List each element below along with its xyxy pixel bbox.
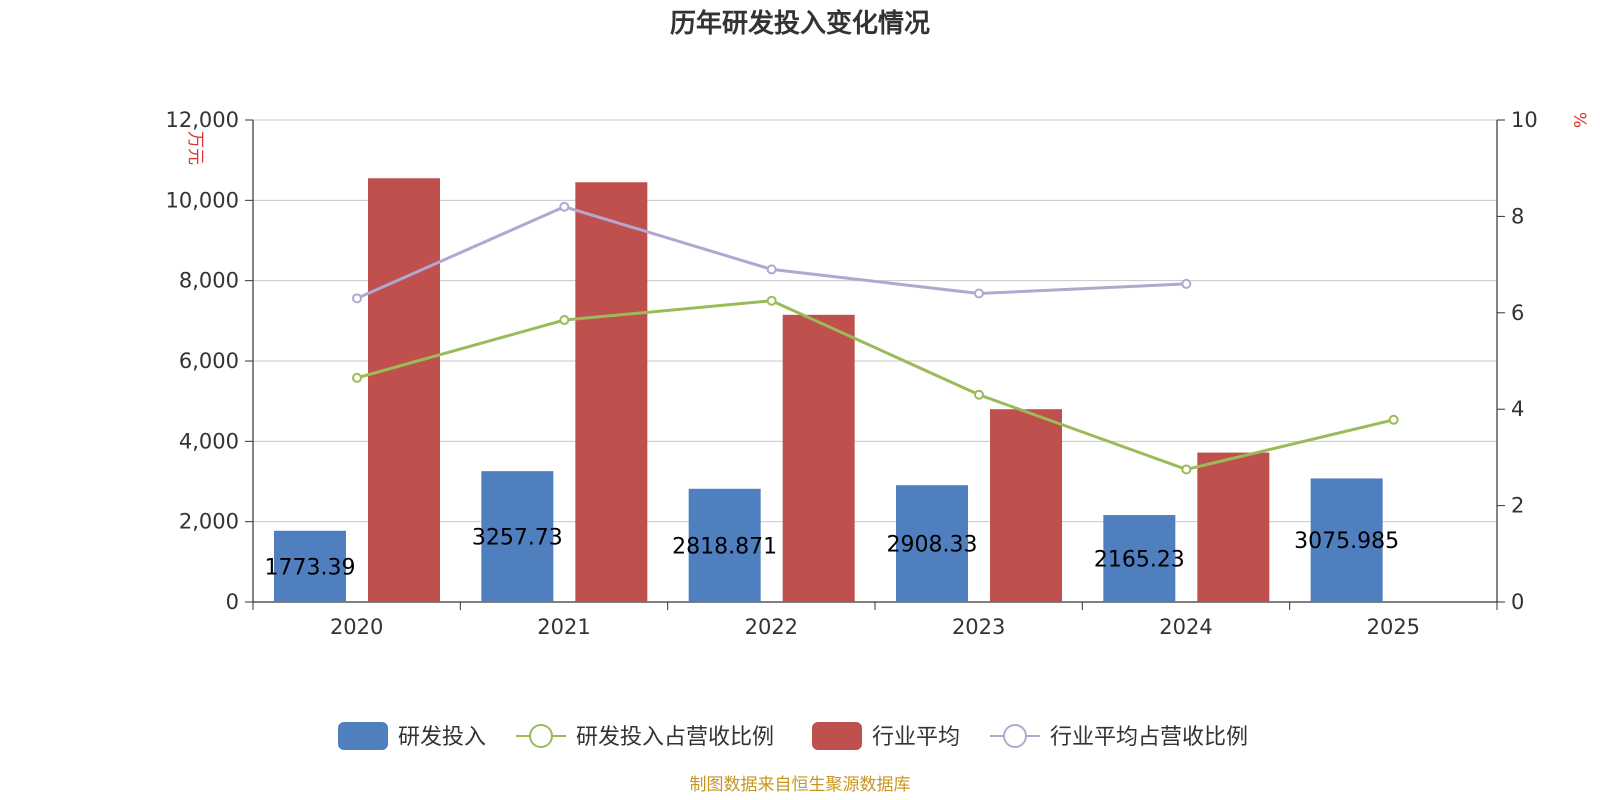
bars xyxy=(274,178,1383,602)
legend-label: 研发投入 xyxy=(398,725,486,750)
legend-item-行业平均占营收比例[interactable]: 行业平均占营收比例 xyxy=(990,724,1248,750)
point-研发投入占营收比例 xyxy=(974,389,984,400)
point-行业平均占营收比例 xyxy=(352,293,362,304)
data-label: 3257.73 xyxy=(472,526,563,551)
legend-item-研发投入[interactable]: 研发投入 xyxy=(338,722,486,750)
point-行业平均占营收比例 xyxy=(766,264,777,275)
left-axis-tick-label: 12,000 xyxy=(166,108,239,132)
x-axis-tick-label: 2021 xyxy=(537,615,590,639)
bar-研发投入-2023 xyxy=(896,485,968,602)
source-note: 制图数据来自恒生聚源数据库 xyxy=(690,775,911,795)
line-行业平均占营收比例 xyxy=(356,205,1187,300)
data-labels: 1773.39 3257.73 2818.871 2908.33 2165.23 3075… xyxy=(265,526,1400,581)
data-label: 3075.985 xyxy=(1294,529,1399,554)
bar-研发投入-2025 xyxy=(1310,478,1383,602)
right-axis-tick-label: 6 xyxy=(1511,301,1524,325)
legend-item-行业平均[interactable]: 行业平均 xyxy=(812,722,960,750)
point-研发投入占营收比例 xyxy=(352,372,362,383)
legend-label: 行业平均占营收比例 xyxy=(1050,725,1248,750)
left-axis-unit: 万元 xyxy=(185,131,205,165)
point-研发投入占营收比例 xyxy=(766,295,777,306)
point-研发投入占营收比例 xyxy=(1388,414,1399,425)
line-研发投入占营收比例 xyxy=(356,299,1395,472)
legend-marker xyxy=(529,724,553,748)
left-axis-tick-label: 0 xyxy=(226,590,239,614)
legend-marker xyxy=(1003,724,1027,748)
point-行业平均占营收比例 xyxy=(1181,278,1192,289)
bar-行业平均-2022 xyxy=(782,314,855,602)
legend[interactable]: 研发投入 研发投入占营收比例 行业平均 行业平均占营收比例 xyxy=(338,722,1248,750)
legend-swatch xyxy=(338,722,388,750)
data-label: 2908.33 xyxy=(887,533,978,558)
point-研发投入占营收比例 xyxy=(1181,464,1192,475)
right-axis-tick-label: 2 xyxy=(1511,494,1524,518)
right-axis-tick-label: 0 xyxy=(1511,590,1524,614)
point-行业平均占营收比例 xyxy=(559,201,570,212)
data-label: 1773.39 xyxy=(265,555,356,580)
bar-行业平均-2020 xyxy=(368,178,440,602)
right-axis-tick-label: 4 xyxy=(1511,397,1524,421)
left-axis-tick-label: 10,000 xyxy=(166,188,239,212)
left-axis-tick-label: 4,000 xyxy=(179,429,239,453)
bar-研发投入-2021 xyxy=(481,471,554,602)
right-axis-unit: % xyxy=(1569,112,1589,128)
legend-label: 行业平均 xyxy=(872,725,960,750)
left-axis-tick-label: 6,000 xyxy=(179,349,239,373)
bar-研发投入-2020 xyxy=(274,530,346,602)
legend-item-研发投入占营收比例[interactable]: 研发投入占营收比例 xyxy=(516,724,774,750)
point-研发投入占营收比例 xyxy=(559,315,570,326)
bar-行业平均-2024 xyxy=(1197,452,1270,602)
left-axis-tick-label: 8,000 xyxy=(179,269,239,293)
data-label: 2165.23 xyxy=(1094,548,1185,573)
left-axis-tick-label: 2,000 xyxy=(179,510,239,534)
lines xyxy=(352,201,1399,475)
bar-研发投入-2024 xyxy=(1103,515,1176,602)
point-行业平均占营收比例 xyxy=(974,288,984,299)
chart-title: 历年研发投入变化情况 xyxy=(670,8,930,39)
data-label: 2818.871 xyxy=(672,534,777,559)
x-axis-tick-label: 2024 xyxy=(1159,615,1212,639)
legend-swatch xyxy=(812,722,862,750)
bar-行业平均-2021 xyxy=(575,182,648,602)
bar-行业平均-2023 xyxy=(990,409,1062,602)
x-axis-tick-label: 2023 xyxy=(952,615,1005,639)
right-axis-tick-label: 8 xyxy=(1511,204,1524,228)
grid xyxy=(253,119,1497,523)
bar-研发投入-2022 xyxy=(688,488,761,602)
axes: 0 2,000 4,000 6,000 8,000 10,000 12,000 0 2 4 6 8 10… xyxy=(166,108,1538,639)
legend-label: 研发投入占营收比例 xyxy=(576,725,774,750)
x-axis-tick-label: 2022 xyxy=(745,615,798,639)
x-axis-tick-label: 2020 xyxy=(330,615,383,639)
right-axis-tick-label: 10 xyxy=(1511,108,1538,132)
x-axis-tick-label: 2025 xyxy=(1367,615,1420,639)
